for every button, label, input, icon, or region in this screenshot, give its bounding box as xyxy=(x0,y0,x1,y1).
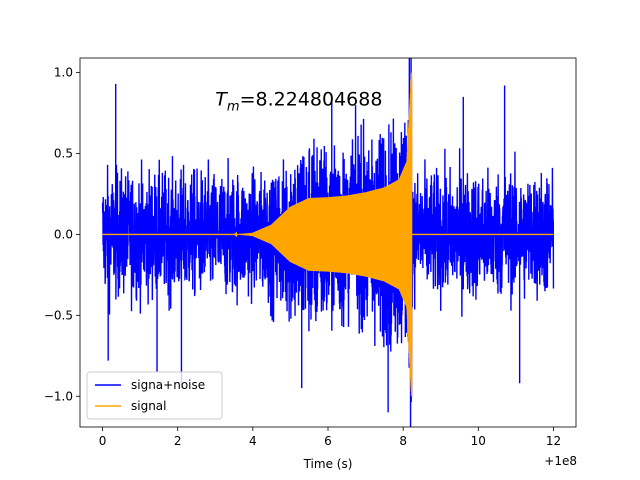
y-tick-label: 1.0 xyxy=(54,66,73,80)
legend-box xyxy=(86,371,223,420)
y-axis-ticks: −1.0 −0.5 0.0 0.5 1.0 xyxy=(44,66,80,403)
series-line-signal xyxy=(102,72,554,397)
x-tick-label: 4 xyxy=(249,434,257,448)
x-tick-label: 6 xyxy=(324,434,332,448)
y-tick-label: −0.5 xyxy=(44,308,73,322)
y-tick-label: −1.0 xyxy=(44,389,73,403)
annotation-value: =8.224804688 xyxy=(240,89,383,111)
annotation-subscript: m xyxy=(227,100,240,115)
y-tick-label: 0.0 xyxy=(54,227,73,241)
x-axis-offset-label: +1e8 xyxy=(544,454,577,468)
legend-label-signa-noise: signa+noise xyxy=(131,378,205,392)
annotation-symbol: T xyxy=(215,89,228,111)
x-tick-label: 12 xyxy=(546,434,561,448)
x-tick-label: 8 xyxy=(399,434,407,448)
x-axis-ticks: 0 2 4 6 8 10 12 xyxy=(99,427,561,448)
y-tick-label: 0.5 xyxy=(54,146,73,160)
series-layer xyxy=(101,58,555,427)
series-line-signa-noise xyxy=(101,58,555,427)
x-tick-label: 10 xyxy=(471,434,486,448)
x-axis-label: Time (s) xyxy=(303,457,353,471)
legend-label-signal: signal xyxy=(131,399,167,413)
x-tick-label: 2 xyxy=(174,434,182,448)
legend: signa+noise signal xyxy=(86,371,223,420)
merger-time-annotation: Tm=8.224804688 xyxy=(215,89,382,115)
x-tick-label: 0 xyxy=(99,434,107,448)
